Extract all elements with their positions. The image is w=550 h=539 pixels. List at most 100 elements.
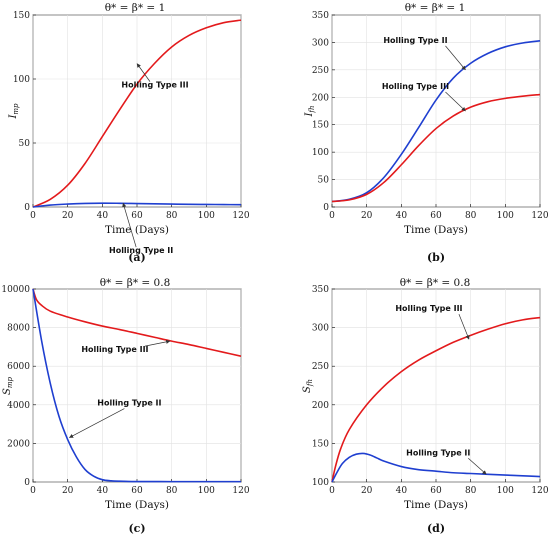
- y-tick-label: 0: [323, 203, 329, 213]
- x-tick-label: 20: [62, 211, 74, 221]
- panel-b-ticks: 0 20 40 60 80 100 120 0 50 100 150 200 250 300 350: [312, 11, 549, 221]
- y-tick-label: 100: [312, 478, 329, 488]
- annotation-arrow: [445, 45, 466, 71]
- x-tick-label: 100: [198, 486, 215, 496]
- series-line-holling-type-ii: [331, 39, 541, 203]
- panel-c-caption: (c): [128, 522, 145, 535]
- x-tick-label: 60: [131, 486, 143, 496]
- x-tick-label: 20: [361, 211, 373, 221]
- y-tick-label: 200: [312, 93, 329, 103]
- panel-c: θ* = β* = 0.8 0 20 40 60 80 100 120 0 2000 4000 60…: [1, 277, 249, 535]
- y-tick-label: 4000: [7, 401, 30, 411]
- annotation-label: Holling Type II: [109, 246, 173, 255]
- annotation-label: Holling Type III: [121, 81, 188, 90]
- panel-b: θ* = β* = 1 0 20 40 60 80 100 120 0 50 100 150 200 2…: [304, 2, 549, 264]
- x-tick-label: 120: [232, 211, 249, 221]
- series-line-holling-type-iii: [331, 316, 541, 483]
- y-tick-label: 250: [312, 362, 329, 372]
- x-tick-label: 60: [430, 211, 442, 221]
- x-tick-label: 20: [361, 486, 373, 496]
- panel-a: θ* = β* = 1 0 20 40 60 80 100 120 0 50 100 150 Hol…: [8, 2, 250, 264]
- x-tick-label: 0: [329, 486, 335, 496]
- y-tick-label: 150: [312, 439, 329, 449]
- y-tick-label: 300: [312, 38, 329, 48]
- panel-b-annotations: Holling Type II Holling Type III: [382, 36, 466, 112]
- x-tick-label: 100: [497, 486, 514, 496]
- panel-c-title: θ* = β* = 0.8: [100, 277, 171, 289]
- panel-d: θ* = β* = 0.8 0 20 40 60 80 100 120 100 150 200 25…: [302, 277, 549, 535]
- x-tick-label: 0: [329, 211, 335, 221]
- series-line-holling-type-iii: [32, 19, 242, 208]
- x-tick-label: 80: [166, 211, 178, 221]
- panel-a-caption: (a): [128, 251, 146, 264]
- panel-a-xlabel: Time (Days): [105, 224, 169, 236]
- x-tick-label: 120: [531, 486, 548, 496]
- x-tick-label: 100: [497, 211, 514, 221]
- panel-c-series: [32, 288, 242, 483]
- x-tick-label: 0: [30, 486, 36, 496]
- y-tick-label: 8000: [7, 324, 30, 334]
- panel-c-grid: [32, 288, 242, 483]
- x-tick-label: 40: [97, 211, 109, 221]
- series-line-holling-type-ii: [331, 452, 541, 483]
- panel-d-title: θ* = β* = 0.8: [400, 277, 471, 289]
- y-tick-label: 0: [24, 478, 30, 488]
- annotation-arrow: [122, 202, 137, 248]
- panel-c-xlabel: Time (Days): [105, 499, 169, 511]
- panel-a-title: θ* = β* = 1: [105, 2, 166, 14]
- y-tick-label: 0: [24, 203, 30, 213]
- y-tick-label: 50: [19, 139, 31, 149]
- panel-c-ticks: 0 20 40 60 80 100 120 0 2000 4000 6000 8000 10000: [1, 285, 249, 496]
- panel-b-xlabel: Time (Days): [404, 224, 468, 236]
- x-tick-label: 80: [166, 486, 178, 496]
- series-line-holling-type-iii: [32, 288, 242, 357]
- x-tick-label: 40: [396, 211, 408, 221]
- annotation-label: Holling Type III: [395, 304, 462, 313]
- series-line-holling-type-ii: [32, 288, 241, 483]
- panel-c-annotations: Holling Type III Holling Type II: [69, 339, 171, 438]
- panel-d-ylabel: Sfh: [302, 379, 314, 393]
- y-tick-label: 350: [312, 285, 329, 295]
- panel-a-ylabel: Imp: [8, 103, 20, 120]
- x-tick-label: 120: [232, 486, 249, 496]
- annotation-arrow: [144, 339, 171, 347]
- y-tick-label: 2000: [7, 439, 30, 449]
- y-tick-label: 50: [318, 176, 330, 186]
- annotation-label: Holling Type III: [81, 345, 148, 354]
- y-tick-label: 100: [13, 75, 30, 85]
- annotation-label: Holling Type II: [383, 36, 447, 45]
- series-line-holling-type-iii: [331, 93, 541, 203]
- x-tick-label: 0: [30, 211, 36, 221]
- y-tick-label: 300: [312, 324, 329, 334]
- x-tick-label: 80: [465, 486, 477, 496]
- y-tick-label: 10000: [1, 285, 30, 295]
- y-tick-label: 200: [312, 401, 329, 411]
- panel-b-title: θ* = β* = 1: [405, 2, 466, 14]
- annotation-label: Holling Type III: [382, 82, 449, 91]
- annotation-arrow: [445, 91, 466, 112]
- x-tick-label: 100: [198, 211, 215, 221]
- y-tick-label: 100: [312, 148, 329, 158]
- panel-d-annotations: Holling Type III Holling Type II: [395, 304, 487, 475]
- panel-a-grid: [32, 14, 242, 208]
- series-line-holling-type-ii: [32, 202, 242, 208]
- annotation-arrow: [69, 408, 125, 438]
- panel-b-caption: (b): [427, 251, 445, 264]
- annotation-label: Holling Type II: [406, 448, 470, 457]
- annotation-arrow: [136, 63, 151, 82]
- annotation-label: Holling Type II: [97, 399, 161, 408]
- panel-a-series: [32, 19, 242, 208]
- y-tick-label: 6000: [7, 362, 30, 372]
- x-tick-label: 60: [430, 486, 442, 496]
- annotation-arrow: [468, 458, 487, 475]
- x-tick-label: 60: [131, 211, 143, 221]
- y-tick-label: 250: [312, 66, 329, 76]
- panel-d-series: [331, 316, 541, 483]
- panel-b-series: [331, 39, 541, 203]
- x-tick-label: 120: [531, 211, 548, 221]
- x-tick-label: 40: [396, 486, 408, 496]
- x-tick-label: 80: [465, 211, 477, 221]
- panel-c-ylabel: Smp: [2, 376, 14, 394]
- x-tick-label: 20: [62, 486, 74, 496]
